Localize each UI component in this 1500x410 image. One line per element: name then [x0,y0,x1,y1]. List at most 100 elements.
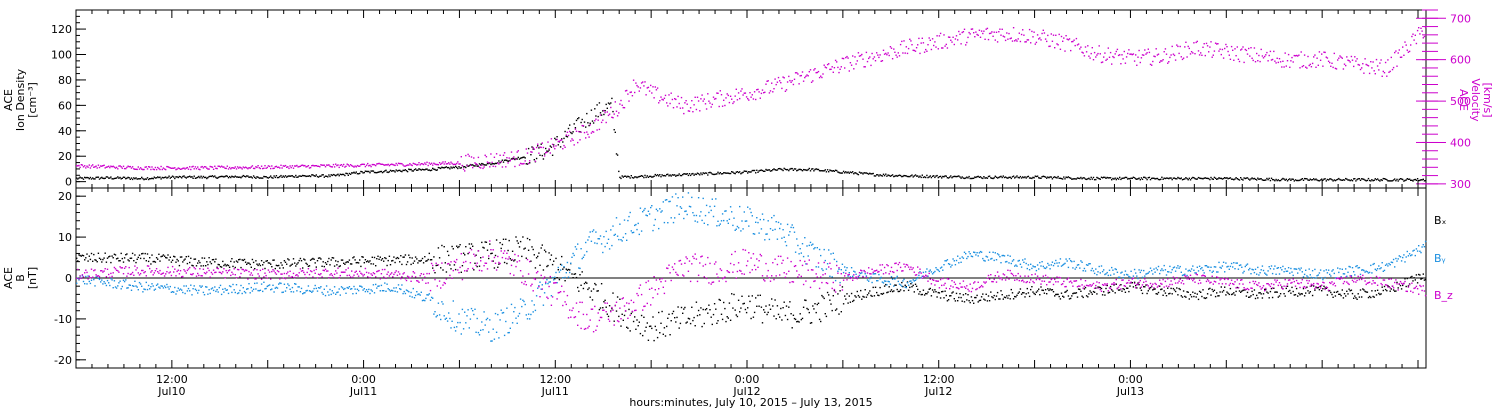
data-point [950,39,952,41]
data-point [1049,176,1051,178]
data-point [1299,179,1301,181]
data-point [215,167,217,169]
data-point [445,163,448,165]
data-point [968,300,970,302]
data-point [1373,70,1375,72]
data-point [1132,53,1135,55]
data-point [1333,52,1335,55]
data-point [506,157,508,159]
data-point [802,80,805,82]
data-point [683,112,685,115]
data-point [586,112,588,115]
data-point [1070,177,1072,179]
data-point [294,176,296,178]
data-point [773,315,775,317]
data-point [842,303,845,305]
data-point [388,289,391,291]
data-point [470,243,473,245]
data-point [1317,286,1319,289]
data-point [1109,274,1112,276]
data-point [1149,267,1152,269]
data-point [752,98,755,100]
data-point [1226,177,1228,179]
data-point [480,257,482,259]
data-point [833,67,836,69]
data-point [238,176,240,178]
data-point [1008,176,1010,179]
data-point [878,175,880,177]
data-point [889,283,892,285]
data-point [745,311,748,314]
data-point [171,167,174,169]
data-point [942,290,944,293]
data-point [338,265,340,268]
data-point [658,311,660,314]
data-point [319,287,321,289]
data-point [1007,38,1009,40]
data-point [144,252,146,255]
data-point [712,96,715,98]
data-point [1091,178,1093,180]
data-point [648,325,651,328]
data-point [1418,273,1420,276]
data-point [495,153,498,155]
data-point [1080,46,1082,48]
data-point [1334,67,1337,70]
data-point [1258,178,1260,180]
data-point [970,255,973,257]
data-point [375,171,377,174]
data-point [834,279,837,282]
data-point [1254,297,1257,300]
data-point [138,178,141,180]
data-point [508,157,510,159]
data-point [553,146,555,148]
data-point [566,131,569,133]
data-point [1210,294,1212,296]
data-point [700,172,702,174]
data-point [1394,51,1396,54]
data-point [921,37,923,39]
data-point [289,265,291,267]
data-point [175,261,177,263]
data-point [327,176,329,178]
data-point [1106,176,1108,179]
data-point [570,131,572,134]
data-point [507,160,509,162]
data-point [1362,288,1364,290]
data-point [832,252,834,254]
data-point [459,163,461,165]
data-point [126,287,128,289]
data-point [623,107,626,109]
data-point [1148,288,1151,290]
data-point [1059,258,1062,260]
data-point [373,292,376,294]
data-point [792,83,795,86]
data-point [177,260,179,262]
data-point [920,42,922,44]
data-point [1171,293,1173,295]
data-point [983,30,985,32]
data-point [185,167,187,169]
data-point [555,138,557,141]
data-point [474,165,476,167]
data-point [605,121,607,124]
data-point [809,322,812,324]
data-point [944,290,946,292]
density-ylabel-line3: [cm⁻³] [26,82,39,118]
data-point [209,165,211,168]
data-point [880,276,882,279]
data-point [379,256,381,258]
data-point [1201,54,1203,56]
data-point [842,271,845,274]
data-point [1236,46,1238,48]
data-point [309,259,312,261]
data-point [812,305,814,307]
data-point [756,89,758,91]
data-point [111,279,113,281]
data-point [1348,288,1350,290]
data-point [440,318,442,321]
data-point [1043,32,1046,34]
data-point [1008,262,1010,264]
data-point [1068,298,1071,300]
data-point [638,90,640,92]
